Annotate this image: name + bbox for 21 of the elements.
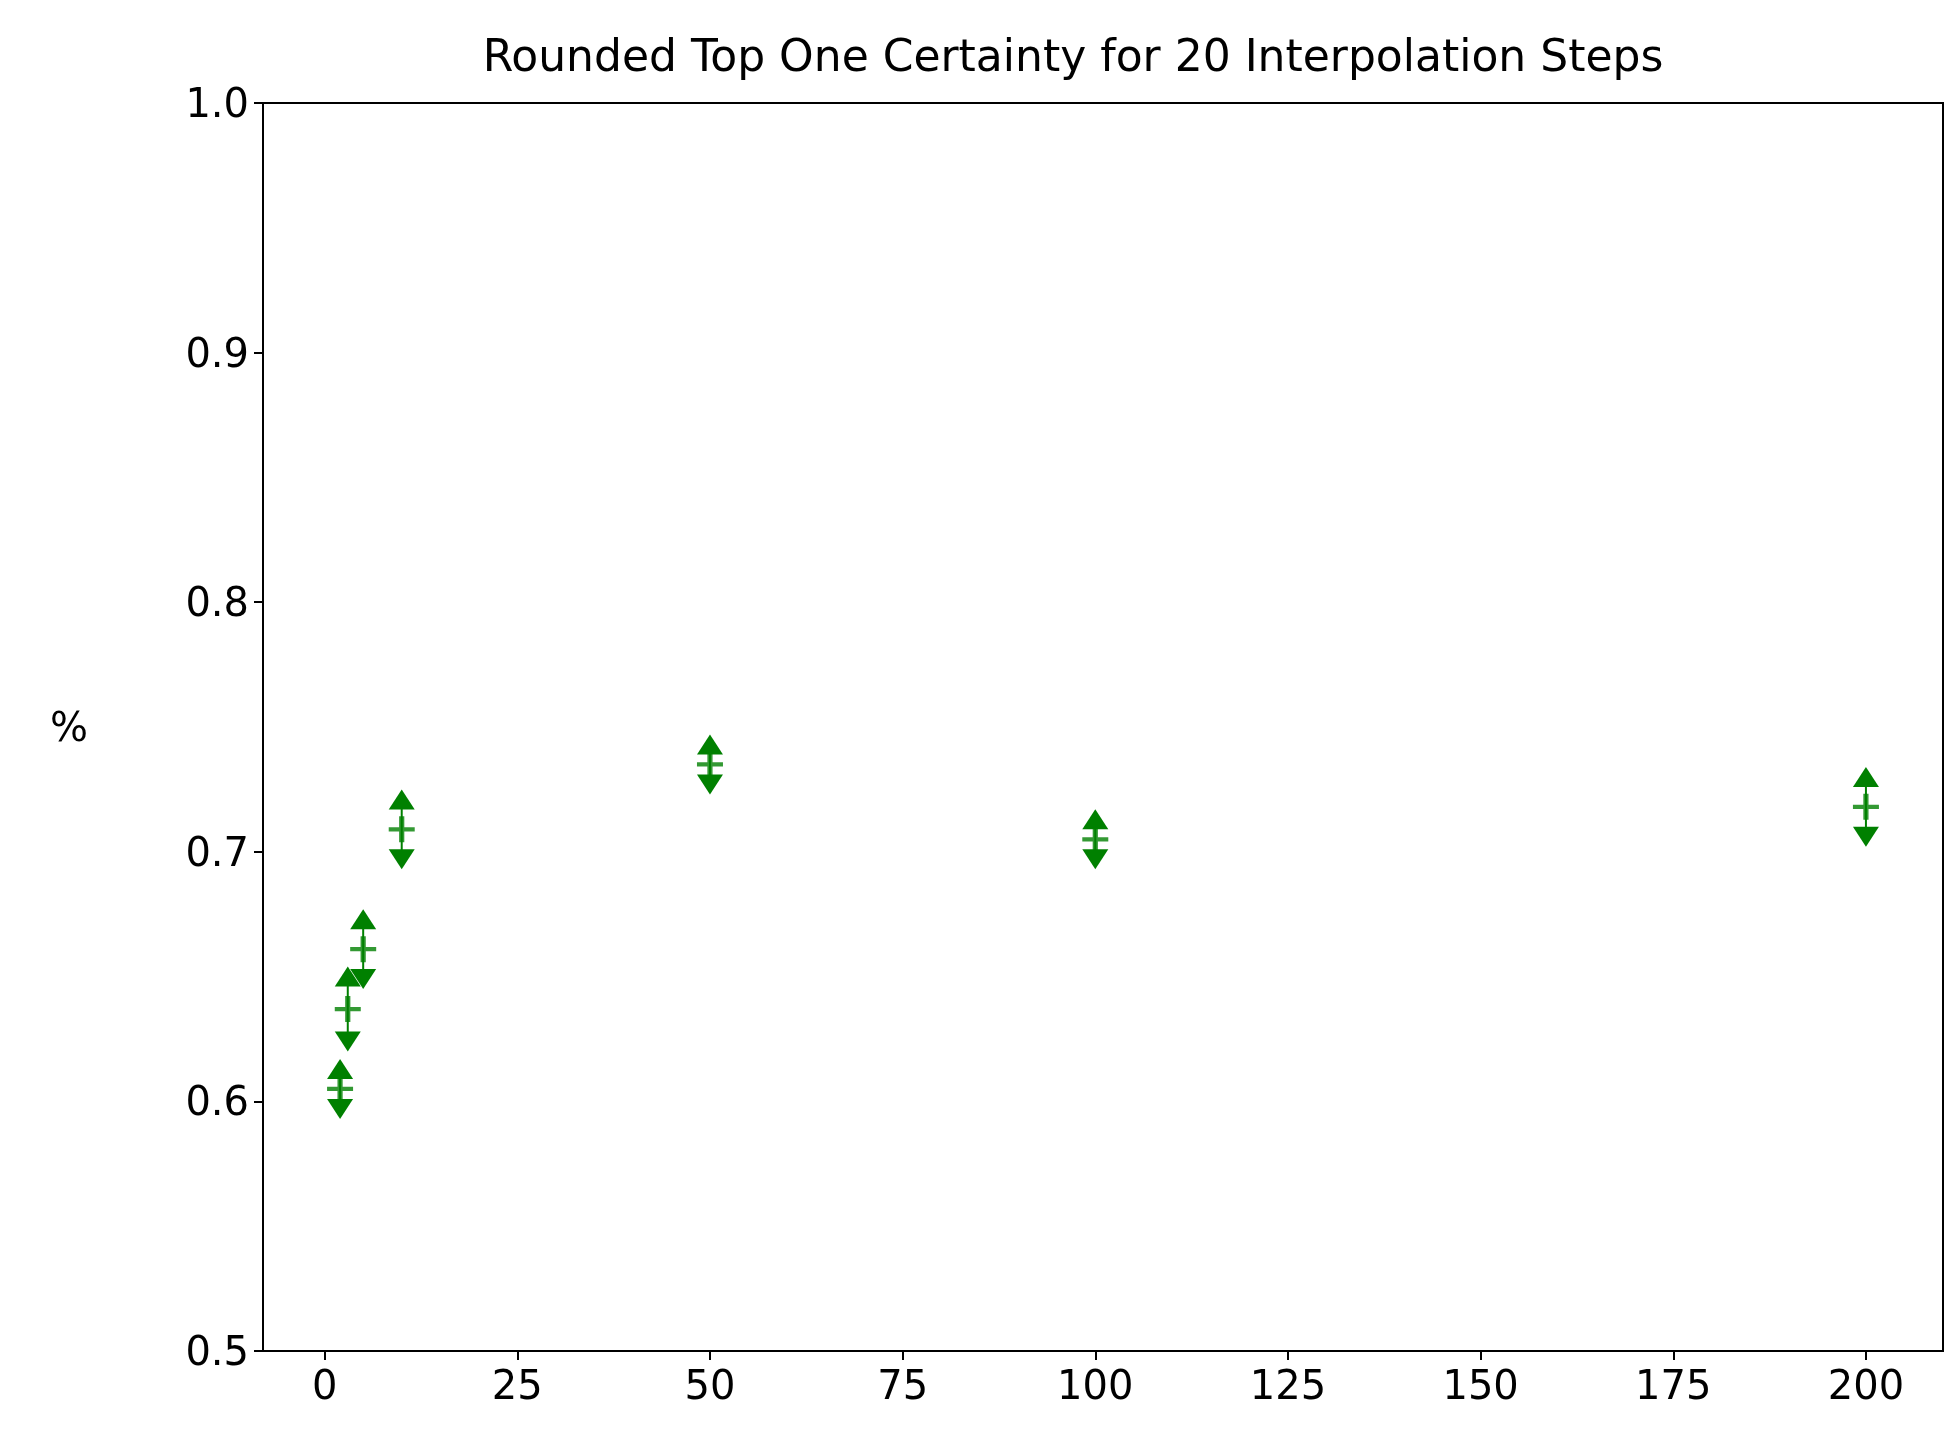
- y-tick-label: 0.6: [185, 1078, 249, 1125]
- x-tick-label: 175: [1635, 1362, 1712, 1408]
- point: [1852, 793, 1879, 820]
- x-tick-label: 200: [1827, 1362, 1905, 1408]
- y-tick-label: 1.0: [185, 80, 249, 126]
- x-tick-label: 150: [1442, 1362, 1519, 1408]
- point: [334, 996, 361, 1023]
- x-tick-label: 0: [311, 1362, 338, 1408]
- x-tick-label: 50: [684, 1362, 736, 1408]
- y-tick-label: 0.5: [185, 1328, 249, 1374]
- x-tick-label: 125: [1249, 1362, 1327, 1408]
- chart-title: Rounded Top One Certainty for 20 Interpolation Steps: [482, 29, 1664, 81]
- x-tick-label: 25: [491, 1362, 543, 1408]
- x-tick-label: 100: [1057, 1362, 1134, 1408]
- x-tick-label: 75: [877, 1362, 929, 1408]
- y-axis-title: %: [49, 704, 88, 750]
- y-tick-label: 0.7: [185, 828, 249, 875]
- y-tick-label: 0.8: [185, 579, 249, 626]
- y-tick-label: 0.9: [185, 329, 249, 376]
- point: [388, 816, 415, 843]
- point: [350, 936, 377, 963]
